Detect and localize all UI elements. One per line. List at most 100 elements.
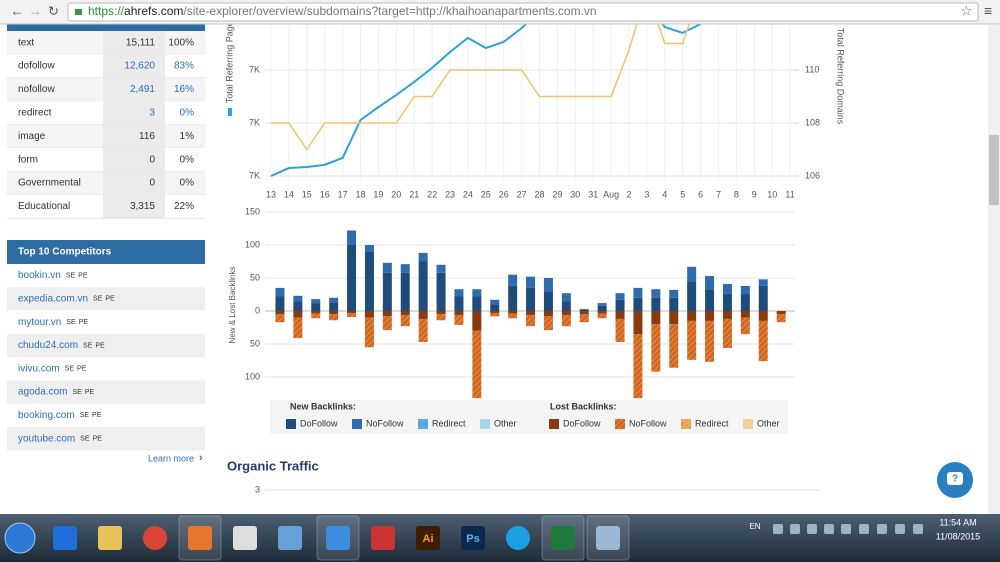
taskbar-app[interactable]: [506, 526, 530, 550]
competitor-tag[interactable]: PE: [105, 296, 115, 303]
scrollbar[interactable]: [988, 25, 1000, 514]
bar-segment: [293, 295, 303, 302]
bar-segment: [364, 311, 374, 318]
taskbar-app[interactable]: [53, 526, 77, 550]
bar-segment: [615, 311, 625, 319]
taskbar-app[interactable]: [371, 526, 395, 550]
bar-segment: [740, 311, 750, 318]
competitor-tag[interactable]: SE: [66, 319, 76, 326]
bar-segment: [722, 293, 732, 311]
bookmark-star[interactable]: ☆: [960, 3, 973, 19]
competitor-tag[interactable]: PE: [77, 366, 87, 373]
bar-segment: [329, 311, 339, 315]
bar-segment: [347, 230, 357, 245]
link-count: 15,111: [126, 37, 156, 48]
competitor-link[interactable]: agoda.com: [18, 387, 67, 398]
learn-more[interactable]: Learn more: [148, 453, 194, 463]
taskbar-app[interactable]: [98, 526, 122, 550]
tray-icon: [913, 524, 923, 534]
bar-segment: [579, 311, 589, 315]
legend-swatch: [480, 419, 490, 429]
legend-swatch: [681, 419, 691, 429]
bar-segment: [490, 312, 500, 317]
competitor-link[interactable]: youtube.com: [18, 433, 75, 444]
y-tick-label: 150: [245, 206, 260, 216]
competitor-row: [7, 264, 205, 288]
competitor-tag[interactable]: SE: [80, 436, 90, 443]
x-tick-label: 29: [552, 189, 562, 199]
taskbar-app[interactable]: [416, 526, 440, 550]
competitor-tag[interactable]: PE: [95, 342, 105, 349]
bar-segment: [293, 301, 303, 311]
taskbar-app[interactable]: [233, 526, 257, 550]
taskbar-app[interactable]: [461, 526, 485, 550]
taskbar-app[interactable]: [278, 526, 302, 550]
bar-segment: [329, 297, 339, 303]
bar-segment: [329, 314, 339, 321]
taskbar-app[interactable]: [143, 526, 167, 550]
bar-segment: [579, 309, 589, 311]
taskbar-app[interactable]: [551, 526, 575, 550]
competitor-tag[interactable]: SE: [72, 389, 82, 396]
competitor-link[interactable]: chudu24.com: [18, 340, 78, 351]
menu-button[interactable]: ≡: [984, 3, 992, 19]
bar-segment: [579, 314, 589, 323]
address-bar[interactable]: [67, 2, 979, 22]
competitor-tag[interactable]: PE: [92, 412, 102, 419]
x-tick-label: 31: [588, 189, 598, 199]
taskbar-app[interactable]: [596, 526, 620, 550]
competitor-link[interactable]: mytour.vn: [18, 317, 61, 328]
legend-title: Lost Backlinks:: [550, 401, 617, 411]
reload-button[interactable]: ↻: [48, 3, 59, 18]
bar-segment: [633, 334, 643, 399]
forward-button[interactable]: →: [28, 3, 42, 19]
bar-segment: [687, 320, 697, 360]
competitor-tag[interactable]: PE: [85, 389, 95, 396]
competitor-tag[interactable]: SE: [80, 412, 90, 419]
competitor-link[interactable]: ivivu.com: [18, 363, 60, 374]
bar-segment: [758, 285, 768, 311]
url-path: /site-explorer/overview/subdomains?targe…: [183, 4, 596, 18]
tray-icon: [790, 524, 800, 534]
table-count-cell: [103, 77, 165, 102]
x-tick-label: 26: [499, 189, 509, 199]
x-tick-label: 8: [734, 189, 739, 199]
competitor-tag[interactable]: SE: [66, 272, 76, 279]
url: https://ahrefs.com/site-explorer/overvie…: [88, 4, 597, 18]
competitor-tag[interactable]: SE: [93, 296, 103, 303]
bar-segment: [436, 272, 446, 311]
taskbar-app[interactable]: [188, 526, 212, 550]
link-count: 12,620: [124, 61, 155, 72]
taskbar-app[interactable]: [326, 526, 350, 550]
x-tick-label: 6: [698, 189, 703, 199]
link-count: 3: [149, 108, 155, 119]
back-button[interactable]: ←: [10, 3, 24, 19]
bar-segment: [472, 296, 482, 311]
x-tick-label: 9: [752, 189, 757, 199]
legend-swatch: [615, 419, 625, 429]
bar-segment: [454, 311, 464, 315]
bar-segment: [722, 283, 732, 294]
competitor-tag[interactable]: PE: [93, 436, 103, 443]
link-count: 3,315: [130, 201, 155, 212]
y-tick-label: 7K: [249, 170, 260, 180]
bar-segment: [597, 303, 607, 306]
competitor-link[interactable]: booking.com: [18, 410, 75, 421]
legend-swatch: [549, 419, 559, 429]
link-type: Governmental: [18, 178, 81, 189]
competitor-tag[interactable]: PE: [79, 319, 89, 326]
competitor-link[interactable]: bookin.vn: [18, 270, 61, 281]
start-button[interactable]: [4, 522, 36, 554]
competitor-tag[interactable]: SE: [65, 366, 75, 373]
competitor-tag[interactable]: PE: [78, 272, 88, 279]
competitor-tag[interactable]: SE: [83, 342, 93, 349]
bar-segment: [758, 311, 768, 321]
bar-segment: [740, 317, 750, 335]
table-count-cell: [103, 148, 165, 172]
y-tick-label: 50: [250, 272, 260, 282]
section-title: Organic Traffic: [227, 458, 319, 473]
bar-segment: [347, 312, 357, 317]
competitor-link[interactable]: expedia.com.vn: [18, 294, 88, 305]
scroll-thumb[interactable]: [989, 135, 999, 205]
bar-segment: [382, 311, 392, 317]
